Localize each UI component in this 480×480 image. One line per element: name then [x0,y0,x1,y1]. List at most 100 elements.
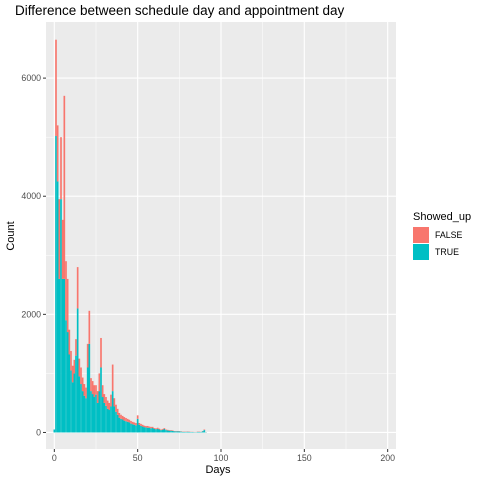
bar-false [166,429,169,431]
bar-false [125,417,127,422]
bar-false [111,364,114,392]
legend-key-true [413,244,429,260]
bar-false [60,137,62,200]
bar-true [71,382,74,433]
bar-false [171,430,174,431]
bar-true [65,320,67,433]
bar-false [58,199,61,279]
bar-true [165,430,167,433]
bar-true [126,421,129,433]
bar-false [126,418,129,422]
bar-false [88,310,91,344]
bar-true [56,181,59,433]
bar-false [91,381,94,395]
bar-false [163,428,166,429]
x-tick-label: 50 [133,453,143,463]
bar-false [110,394,112,407]
bar-true [73,373,76,433]
bar-true [98,391,101,433]
bar-true [148,427,151,433]
bar-false [96,391,99,403]
bar-false [118,412,121,418]
bar-true [170,430,172,433]
bar-true [118,417,121,433]
bar-true [91,394,94,433]
bar-true [106,408,109,433]
bar-true [181,431,184,433]
bar-false [113,398,116,407]
bar-true [168,430,171,433]
bar-true [183,431,186,433]
grid-lines [46,22,396,449]
bar-false [85,387,87,399]
bar-true [95,394,97,433]
bar-true [93,397,96,433]
bar-false [158,428,161,430]
bar-true [108,410,111,433]
bar-false [141,424,144,427]
bar-false [95,385,97,395]
bar-true [138,424,141,433]
bar-true [150,428,152,433]
bar-false [146,425,149,428]
bar-false [68,329,71,355]
bar-true [125,421,127,433]
bar-true [120,418,122,433]
bar-true [78,376,81,433]
bar-true [115,411,117,433]
bar-false [121,415,124,420]
bar-true [143,427,146,433]
x-tick-label: 200 [380,453,395,463]
bar-true [83,395,86,433]
bar-true [160,430,162,433]
bar-true [53,429,56,433]
x-tick-label: 0 [52,453,57,463]
bar-false [61,219,64,279]
bar-true [133,424,136,433]
x-tick-label: 150 [297,453,312,463]
bar-true [113,406,116,433]
bar-true [123,420,126,433]
x-axis-title: Days [205,464,231,476]
bar-true [175,431,177,433]
bar-false [156,427,159,429]
bar-false [71,365,74,383]
bar-false [100,337,102,368]
bar-false [55,39,57,136]
bar-true [188,431,191,433]
bar-false [86,343,89,368]
bar-true [153,428,156,433]
bar-false [106,400,109,409]
bar-true [166,430,169,433]
bar-true [66,332,69,433]
x-tick-label: 100 [214,453,229,463]
bar-true [75,355,77,433]
bar-false [136,415,139,419]
bar-false [130,420,132,424]
bar-true [110,406,112,433]
bar-true [203,430,206,433]
bar-false [116,408,119,415]
bar-false [153,428,156,429]
bar-true [130,423,132,433]
y-tick-label: 6000 [21,73,41,83]
legend-label-true: TRUE [435,247,459,257]
bar-true [90,391,92,433]
bar-true [186,431,189,433]
bar-false [145,425,147,428]
bar-true [63,278,66,433]
bar-true [176,431,179,433]
bar-true [180,431,182,433]
bar-false [66,278,69,333]
bar-false [165,429,167,431]
bar-true [136,418,139,433]
bar-true [80,384,82,433]
bar-false [133,422,136,425]
bar-false [168,430,171,431]
y-axis-title: Count [5,221,17,250]
bar-true [58,278,61,433]
x-axis-ticks: 0 50 100 150 200 [52,449,395,463]
bar-false [123,417,126,421]
bar-true [86,367,89,433]
bar-true [155,429,157,433]
